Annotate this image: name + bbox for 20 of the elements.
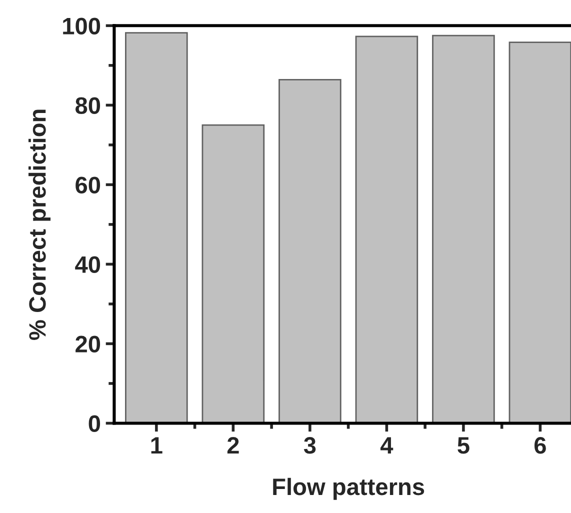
x-axis-title: Flow patterns — [273, 478, 424, 500]
x-tick-label: 5 — [458, 437, 470, 454]
bar — [355, 36, 418, 424]
bar — [432, 34, 495, 424]
y-tick-label: 40 — [75, 256, 100, 273]
y-tick-label: 60 — [76, 176, 100, 194]
y-tick-label: 80 — [75, 97, 100, 114]
bar — [125, 32, 188, 424]
y-tick-label: 0 — [88, 415, 100, 432]
y-tick-label: 100 — [63, 18, 100, 34]
x-tick-label: 1 — [151, 437, 162, 454]
bar — [278, 79, 342, 424]
x-tick-label: 6 — [534, 437, 546, 454]
x-tick-label: 3 — [304, 437, 316, 454]
y-tick-label: 20 — [76, 336, 100, 352]
bar — [508, 42, 571, 424]
x-tick-label: 4 — [380, 437, 394, 454]
x-tick-label: 2 — [227, 437, 239, 454]
bar — [202, 124, 265, 424]
y-axis-title: % Correct prediction — [28, 110, 51, 340]
